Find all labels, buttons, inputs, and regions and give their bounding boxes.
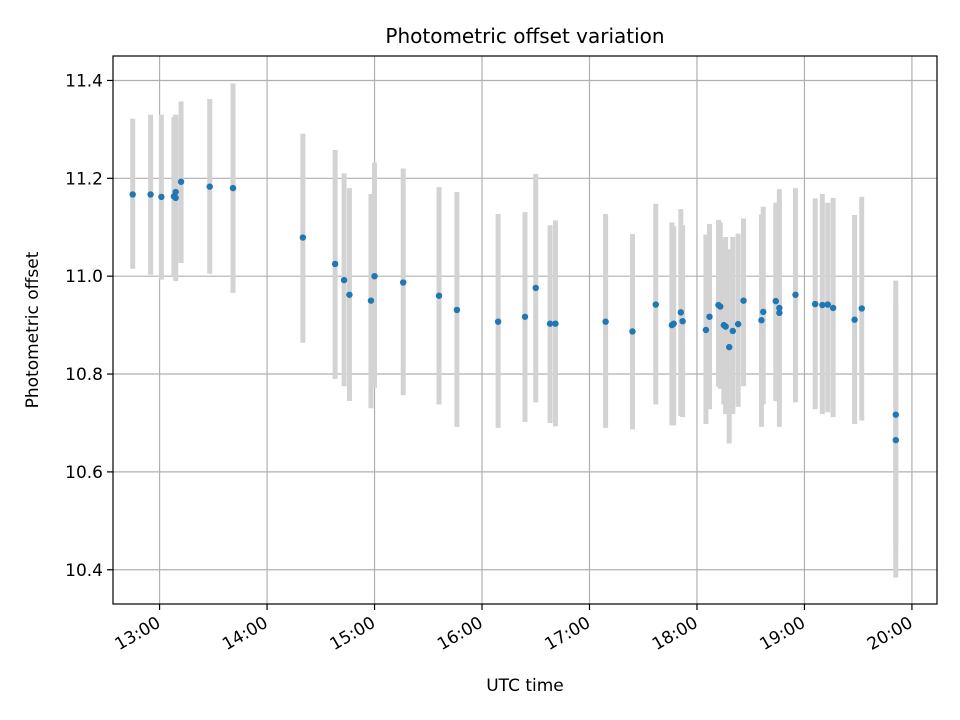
data-point [776,304,783,312]
data-point [229,184,237,192]
data-point [776,309,783,317]
data-point [726,343,733,351]
plot-area-frame [112,55,938,605]
data-point [792,291,799,298]
data-point [340,276,348,284]
data-point [851,316,858,323]
data-point [435,292,443,299]
y-axis-label: Photometric offset [23,251,43,408]
data-point [717,303,724,310]
data-point [679,317,686,325]
data-point [367,297,375,304]
data-point [811,300,819,308]
data-point [331,260,339,268]
y-tick-label: 10.6 [65,463,103,483]
data-point [453,306,461,314]
y-tick-label: 11.0 [65,267,103,287]
data-point [824,301,831,308]
data-point [206,183,213,190]
data-point [677,309,685,316]
y-tick-label: 10.8 [65,365,103,385]
data-point [652,301,659,308]
y-tick-label: 11.2 [65,169,103,189]
data-point [552,320,559,327]
y-tick-label: 11.4 [65,71,103,91]
y-axis-ticks: 10.4 10.6 10.8 11.0 11.2 11.4 [65,71,113,581]
data-point [532,284,539,292]
data-point [829,304,837,312]
data-point [546,320,554,327]
data-point [760,308,767,316]
data-point [158,193,165,201]
data-point [629,328,636,335]
data-point [772,297,779,305]
data-points [129,178,899,444]
data-point [670,320,677,327]
chart-title: Photometric offset variation [385,24,664,48]
data-point [758,317,765,324]
data-point [172,194,179,202]
data-point [819,301,826,309]
data-point [892,411,899,418]
data-point [702,326,710,334]
x-axis-label: UTC time [486,676,564,696]
data-point [892,436,899,444]
data-point [602,318,609,325]
data-point [740,297,747,304]
data-point [129,191,136,198]
data-point [371,272,378,280]
data-point [399,279,407,286]
data-point [172,188,179,196]
data-point [722,323,729,330]
data-point [299,234,307,241]
y-tick-label: 10.4 [65,561,103,581]
data-point [734,320,742,328]
data-point [858,305,865,312]
data-point [729,327,736,335]
data-point [494,318,502,325]
data-point [177,178,185,185]
data-point [706,313,713,320]
data-point [521,313,529,320]
data-point [147,191,154,198]
data-point [346,291,353,298]
